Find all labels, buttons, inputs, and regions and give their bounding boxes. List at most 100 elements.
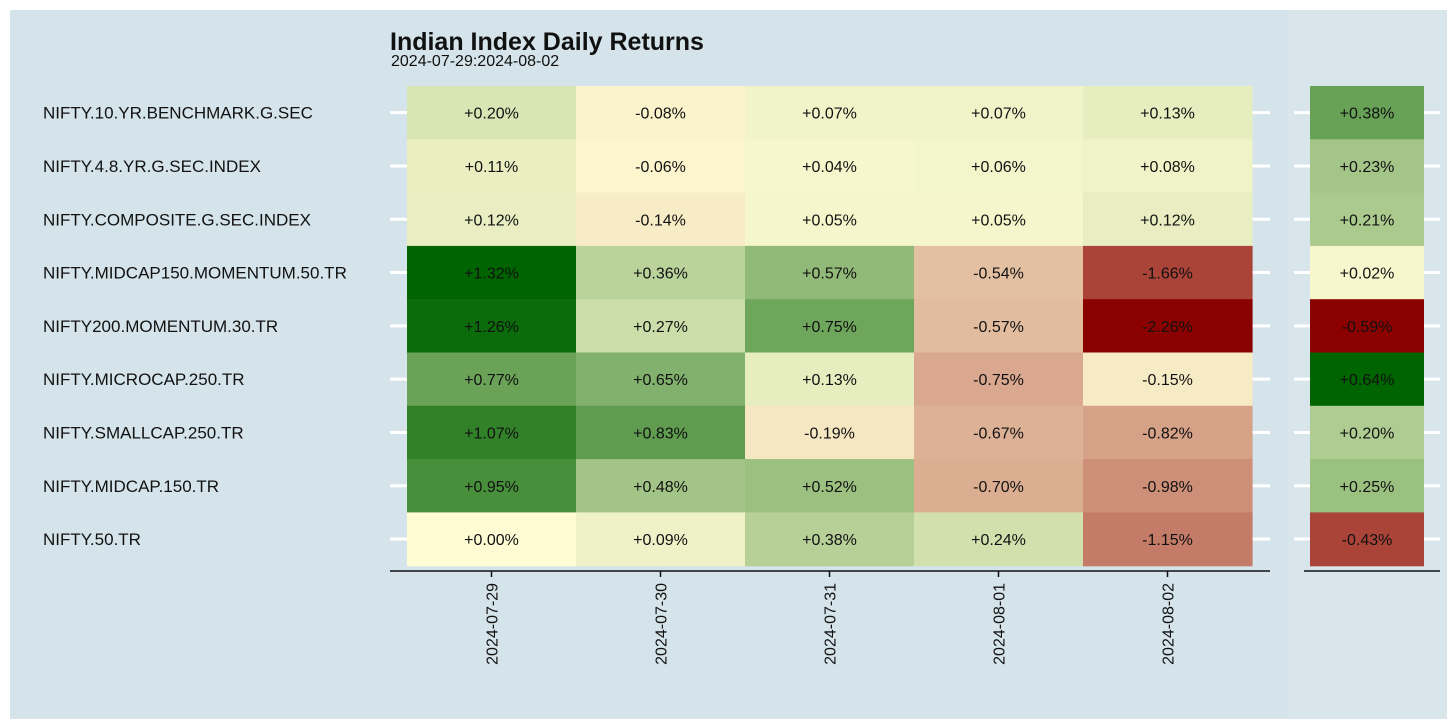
cell-value-label: +0.13%: [1140, 106, 1195, 123]
cell-value-label: -0.06%: [635, 159, 686, 176]
chart-title: Indian Index Daily Returns: [390, 28, 704, 56]
total-value-label: +0.38%: [1340, 106, 1395, 123]
cell-value-label: +0.27%: [633, 319, 688, 336]
cell-value-label: +0.36%: [633, 266, 688, 283]
heatmap-cell: [914, 459, 1084, 513]
heatmap-cell: [745, 245, 915, 300]
heatmap-cell: [1083, 459, 1253, 513]
cell-value-label: -0.08%: [635, 106, 686, 123]
cell-value-label: -0.75%: [973, 372, 1024, 389]
heatmap-cell: [576, 405, 746, 460]
heatmap-cell: [576, 352, 746, 407]
heatmap-cell: [745, 139, 915, 194]
cell-value-label: +0.65%: [633, 372, 688, 389]
heatmap-cell: [1083, 245, 1253, 300]
heatmap-cell: [745, 299, 915, 354]
totals-cells: +0.38% +0.23% +0.21% +0.02% -0.59% +0.64% +0.2…: [1310, 86, 1424, 567]
cell-value-label: +0.95%: [464, 479, 519, 496]
row-label: NIFTY.SMALLCAP.250.TR: [43, 423, 244, 442]
cell-value-label: +1.32%: [464, 266, 519, 283]
x-axis: 2024-07-29 2024-07-30 2024-07-31 2024-08-01…: [390, 570, 1440, 665]
heatmap-cell: [407, 299, 577, 354]
heatmap-cell: [407, 459, 577, 513]
x-tick-label: 2024-07-29: [485, 583, 502, 665]
heatmap-cell: [914, 512, 1084, 567]
cell-value-label: +0.38%: [802, 532, 857, 549]
cell-value-label: +0.08%: [1140, 159, 1195, 176]
cell-value-label: +0.24%: [971, 532, 1026, 549]
total-value-label: +0.23%: [1340, 159, 1395, 176]
total-cell: [1310, 512, 1424, 567]
heatmap-cell: [745, 512, 915, 567]
cell-value-label: -0.67%: [973, 425, 1024, 442]
total-cell: [1310, 352, 1424, 407]
cell-value-label: +1.26%: [464, 319, 519, 336]
heatmap-cell: [914, 192, 1084, 247]
heatmap-cell: [576, 139, 746, 194]
total-value-label: +0.02%: [1340, 266, 1395, 283]
cell-value-label: +1.07%: [464, 425, 519, 442]
cell-value-label: +0.06%: [971, 159, 1026, 176]
heatmap-cell: [576, 299, 746, 354]
heatmap-cell: [407, 245, 577, 300]
cell-value-label: -1.15%: [1142, 532, 1193, 549]
heatmap-cell: [407, 86, 577, 140]
cell-value-label: +0.83%: [633, 425, 688, 442]
heatmap-cell: [1083, 192, 1253, 247]
total-cell: [1310, 459, 1424, 513]
cell-value-label: +0.00%: [464, 532, 519, 549]
heatmap-cell: [914, 139, 1084, 194]
heatmap-cell: [745, 405, 915, 460]
cell-value-label: -0.14%: [635, 212, 686, 229]
row-label: NIFTY.MIDCAP.150.TR: [43, 477, 219, 496]
heatmap-cell: [914, 299, 1084, 354]
cell-value-label: -0.19%: [804, 425, 855, 442]
heatmap-cell: [1083, 86, 1253, 140]
cell-value-label: -0.57%: [973, 319, 1024, 336]
heatmap-cell: [914, 86, 1084, 140]
row-label: NIFTY.50.TR: [43, 530, 141, 549]
heatmap-cell: [1083, 352, 1253, 407]
heatmap-cell: [576, 192, 746, 247]
heatmap-cell: [914, 352, 1084, 407]
heatmap-cell: [407, 512, 577, 567]
heatmap-cell: [407, 405, 577, 460]
total-value-label: +0.21%: [1340, 212, 1395, 229]
total-cell: [1310, 405, 1424, 460]
total-value-label: +0.64%: [1340, 372, 1395, 389]
total-cell: [1310, 192, 1424, 247]
cell-value-label: +0.57%: [802, 266, 857, 283]
cell-value-label: +0.52%: [802, 479, 857, 496]
x-tick-label: 2024-07-30: [654, 583, 671, 665]
total-value-label: +0.20%: [1340, 425, 1395, 442]
total-cell: [1310, 86, 1424, 140]
heatmap-cell: [576, 86, 746, 140]
cell-value-label: +0.09%: [633, 532, 688, 549]
heatmap-cell: [576, 459, 746, 513]
heatmap-cell: [576, 512, 746, 567]
total-value-label: +0.25%: [1340, 479, 1395, 496]
heatmap-cell: [745, 192, 915, 247]
heatmap-cells: +0.20% -0.08% +0.07% +0.07% +0.13% +0.11% -0.0…: [407, 86, 1253, 567]
cell-value-label: +0.75%: [802, 319, 857, 336]
heatmap-cell: [407, 352, 577, 407]
heatmap-cell: [576, 245, 746, 300]
heatmap-cell: [1083, 139, 1253, 194]
heatmap-cell: [1083, 512, 1253, 567]
cell-value-label: -0.15%: [1142, 372, 1193, 389]
cell-value-label: -2.26%: [1142, 319, 1193, 336]
row-label: NIFTY200.MOMENTUM.30.TR: [43, 317, 278, 336]
x-tick-label: 2024-07-31: [823, 583, 840, 665]
heatmap-cell: [407, 192, 577, 247]
x-tick-label: 2024-08-02: [1161, 583, 1178, 665]
cell-value-label: +0.04%: [802, 159, 857, 176]
cell-value-label: +0.05%: [971, 212, 1026, 229]
cell-value-label: -0.98%: [1142, 479, 1193, 496]
row-label: NIFTY.MIDCAP150.MOMENTUM.50.TR: [43, 264, 347, 283]
heatmap-cell: [745, 86, 915, 140]
total-value-label: -0.59%: [1342, 319, 1393, 336]
cell-value-label: +0.07%: [802, 106, 857, 123]
cell-value-label: +0.12%: [1140, 212, 1195, 229]
heatmap-cell: [407, 139, 577, 194]
